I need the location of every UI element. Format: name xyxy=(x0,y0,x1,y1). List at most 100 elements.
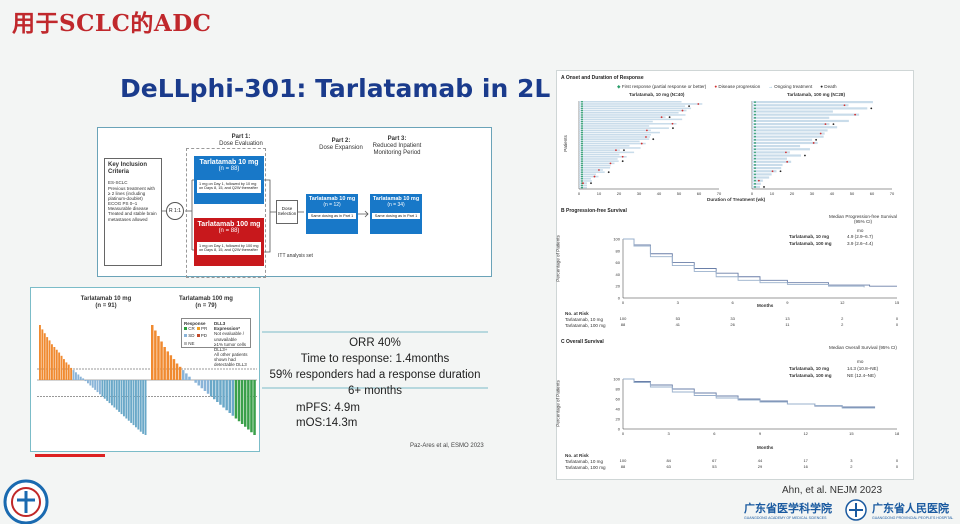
waterfall-bar-right xyxy=(169,355,173,380)
swimmer-xtick: 60 xyxy=(870,191,875,196)
risk-value: 2 xyxy=(850,464,853,469)
swimmer-response-marker xyxy=(754,173,756,176)
swimmer-bar xyxy=(752,145,801,148)
duration-text: 59% responders had a response duration 6… xyxy=(269,369,481,397)
panelB-xlabel: Months xyxy=(757,303,774,308)
swimmer-response-marker xyxy=(581,158,583,160)
swimmer-response-marker xyxy=(754,129,756,132)
swimmer-response-marker xyxy=(754,132,756,135)
swimmer-xtick: 20 xyxy=(790,191,795,196)
swimmer-bar xyxy=(752,176,770,179)
waterfall-bar-left xyxy=(144,380,147,435)
swimmer-xtick: 50 xyxy=(677,191,682,196)
swimmer-death-marker xyxy=(607,171,610,174)
swimmer-xtick: 30 xyxy=(810,191,815,196)
part2-header: Part 2: Dose Expansion xyxy=(319,138,363,152)
waterfall-bar-left xyxy=(137,380,140,430)
swimmer-bar xyxy=(579,138,650,140)
waterfall-bar-right xyxy=(188,376,191,380)
institution-name-1: 广东省医学科学院 GUANGDONG ACADEMY OF MEDICAL SC… xyxy=(744,502,832,520)
swimmer-bar xyxy=(752,163,783,167)
swimmer-response-marker xyxy=(754,104,756,107)
swimmer-response-marker xyxy=(754,142,756,144)
panelC-mo: mo xyxy=(857,359,864,364)
swimmer-bar xyxy=(579,158,618,160)
km-xtick: 6 xyxy=(713,431,716,436)
panelC-risk-label2: Tarlatamab, 100 mg xyxy=(565,465,606,470)
risk-value: 0 xyxy=(896,458,899,463)
km-xtick: 3 xyxy=(668,431,671,436)
km-ytick: 100 xyxy=(613,377,620,382)
swimmer-response-marker xyxy=(581,175,583,178)
swimmer-xtick: 30 xyxy=(637,191,642,196)
waterfall-bar-right xyxy=(237,380,241,422)
dose-connector xyxy=(264,179,304,253)
swimmer-bar xyxy=(752,135,824,138)
swimmer-response-marker xyxy=(581,151,583,154)
km-ytick: 20 xyxy=(616,284,621,289)
swimmer-progression-marker xyxy=(757,179,760,182)
waterfall-bar-left xyxy=(123,380,125,417)
swimmer-death-marker xyxy=(590,182,592,185)
swimmer-response-marker xyxy=(754,176,756,179)
swimmer-bar xyxy=(752,110,833,113)
panelC-risk-label1: Tarlatamab, 10 mg xyxy=(565,459,604,464)
waterfall-bar-left xyxy=(103,380,106,399)
swimmer-bar xyxy=(579,129,651,132)
km-ytick: 20 xyxy=(616,417,621,422)
swimmer-death-marker xyxy=(623,149,625,152)
swimmer-response-marker xyxy=(754,123,756,125)
waterfall-bar-right xyxy=(185,373,188,380)
waterfall-bar-right xyxy=(216,380,219,402)
km-ytick: 60 xyxy=(616,260,621,265)
waterfall-bar-left xyxy=(108,380,111,404)
waterfall-bar-left xyxy=(139,380,142,432)
swimmer-death-marker xyxy=(804,154,806,157)
panelC-title: C Overall Survival xyxy=(561,339,604,345)
swimmer-response-marker xyxy=(581,180,583,182)
swimmer-bar xyxy=(579,140,640,143)
swimmer-response-marker xyxy=(754,154,756,157)
swimmer-bar xyxy=(579,160,619,162)
dose-selection-box: Dose Selection xyxy=(276,200,298,224)
panelB-mo: mo xyxy=(857,228,864,233)
swimmer-bar xyxy=(579,145,630,147)
swimmer-progression-marker xyxy=(843,104,846,107)
waterfall-bar-right xyxy=(157,336,160,380)
waterfall-bar-left xyxy=(101,380,104,397)
swimmer-xtick: 0 xyxy=(751,191,754,196)
swimmer-response-marker xyxy=(581,136,583,138)
swimmer-response-marker xyxy=(754,113,756,116)
swimmer-death-marker xyxy=(672,127,674,130)
swimmer-bar xyxy=(579,180,592,182)
risk-value: 3 xyxy=(850,458,853,463)
institution-logo-icon xyxy=(845,499,867,521)
swimmer-response-marker xyxy=(581,155,583,158)
part1-header: Part 1: Dose Evaluation xyxy=(219,134,263,148)
waterfall-bar-left xyxy=(48,340,51,380)
swimmer-xtick: 40 xyxy=(830,191,835,196)
swimmer-response-marker xyxy=(581,171,583,174)
km-xtick: 12 xyxy=(803,431,808,436)
waterfall-bar-left xyxy=(94,380,97,390)
risk-value: 29 xyxy=(758,464,763,469)
swimmer-xtick: 10 xyxy=(770,191,775,196)
risk-value: 53 xyxy=(676,316,681,321)
waterfall-bar-right xyxy=(160,341,163,380)
swimmer-response-marker xyxy=(754,101,756,103)
waterfall-bar-left xyxy=(106,380,109,401)
swimmer-bar xyxy=(579,136,650,138)
waterfall-bar-right xyxy=(231,380,235,416)
arm-100mg-box: Tarlatamab 100 mg (n = 88) 1 mg on Day 1… xyxy=(194,218,264,266)
swimmer-bar xyxy=(752,113,860,116)
km-curve-100mg xyxy=(623,378,876,409)
risk-value: 84 xyxy=(666,458,671,463)
swimmer-response-marker xyxy=(581,144,583,147)
waterfall-bar-left xyxy=(113,380,116,408)
waterfall-bar-right xyxy=(240,380,244,424)
panelC-s2: Tarlatamab, 100 mg xyxy=(789,373,832,378)
risk-value: 0 xyxy=(896,322,899,327)
swimmer-bar xyxy=(579,103,703,105)
waterfall-bar-right xyxy=(154,330,157,380)
swimmer-response-marker xyxy=(754,107,756,110)
